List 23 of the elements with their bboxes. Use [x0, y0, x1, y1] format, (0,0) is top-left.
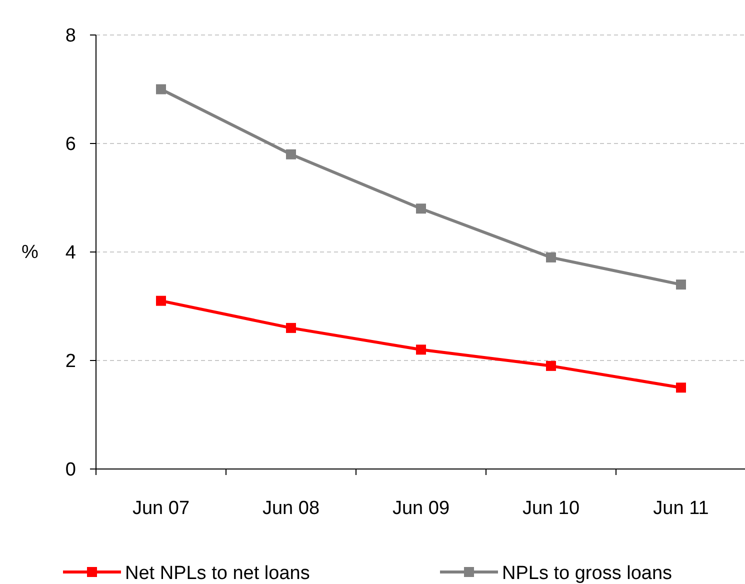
legend-label: NPLs to gross loans	[502, 563, 672, 584]
y-tick-label: 8	[65, 26, 76, 47]
point	[416, 344, 426, 355]
point	[416, 204, 426, 214]
x-tick-label: Jun 08	[262, 498, 320, 519]
point	[676, 382, 686, 393]
y-axis-title: %	[22, 242, 39, 263]
point	[156, 296, 166, 306]
y-tick-label: 0	[65, 460, 76, 481]
x-tick-label: Jun 09	[392, 498, 450, 519]
legend-label: Net NPLs to net loans	[125, 563, 310, 584]
point	[676, 280, 686, 290]
x-tick-label: Jun 07	[132, 498, 190, 519]
y-tick-label: 2	[65, 351, 76, 372]
point	[546, 360, 556, 371]
point	[286, 149, 296, 160]
point	[546, 252, 556, 262]
x-tick-label: Jun 10	[522, 498, 580, 519]
point	[286, 322, 296, 333]
y-tick-label: 6	[65, 134, 76, 156]
x-tick-label: Jun 11	[653, 498, 709, 519]
point	[156, 84, 166, 94]
y-tick-label: 4	[65, 242, 76, 264]
